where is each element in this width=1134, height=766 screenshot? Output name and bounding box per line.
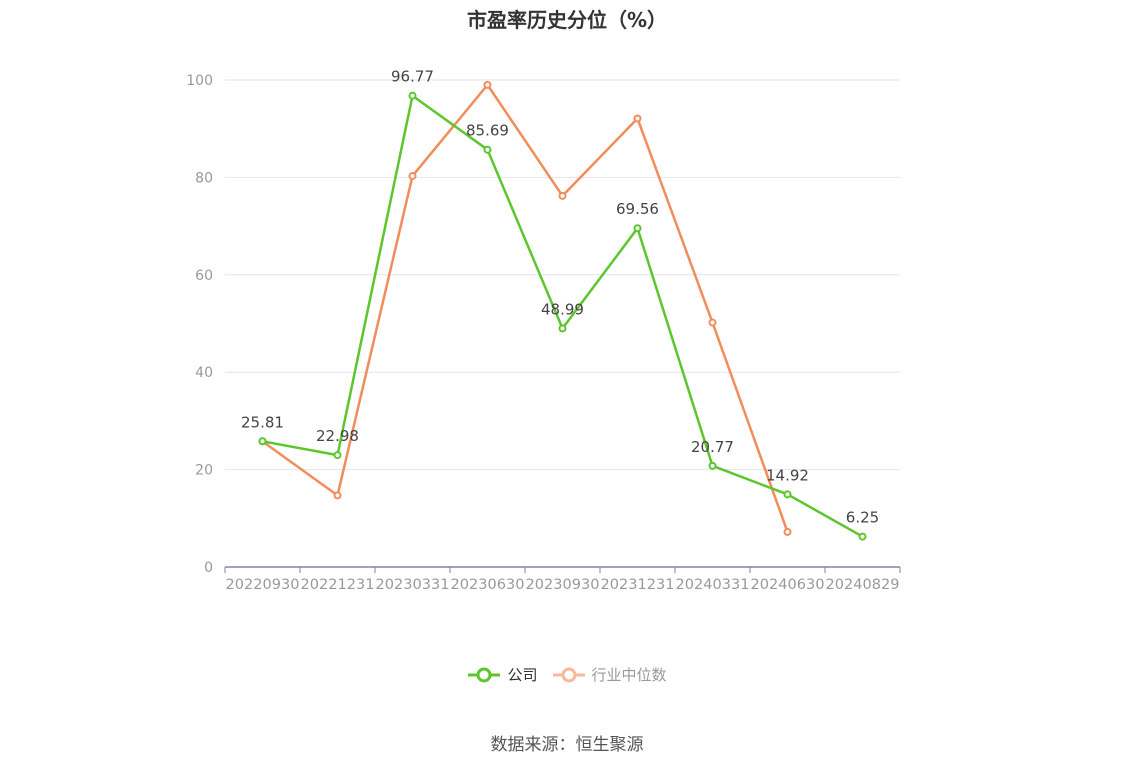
- data-point: [558, 324, 567, 333]
- x-tick-label: 20240829: [826, 577, 900, 593]
- series-line-1: [261, 83, 789, 533]
- legend-label-company: 公司: [507, 666, 538, 684]
- legend-marker-company: [468, 667, 501, 682]
- data-label: 6.25: [846, 509, 879, 527]
- data-label: 22.98: [316, 427, 359, 445]
- x-tick-label: 20220930: [226, 577, 300, 593]
- data-labels: 25.81 22.98 96.77 85.69 48.99 69.56 20.77 14.92…: [241, 68, 879, 527]
- y-tick-label: 60: [195, 268, 213, 284]
- data-point: [633, 114, 642, 123]
- y-tick-label: 100: [186, 73, 213, 89]
- chart-title: 市盈率历史分位（%）: [466, 8, 668, 32]
- legend: 公司 行业中位数: [0, 664, 1134, 685]
- legend-item-company[interactable]: 公司: [467, 664, 538, 685]
- legend-marker-industry-median: [552, 667, 585, 682]
- data-point: [408, 171, 417, 180]
- legend-item-industry-median[interactable]: 行业中位数: [552, 664, 667, 685]
- data-label: 48.99: [541, 300, 584, 318]
- data-point: [708, 318, 717, 327]
- data-point: [558, 191, 567, 200]
- y-tick-label: 80: [195, 170, 213, 186]
- x-tick-label: 20230630: [451, 577, 525, 593]
- data-label: 25.81: [241, 413, 284, 431]
- data-label: 85.69: [466, 122, 509, 140]
- x-tick-label: 20240331: [676, 577, 750, 593]
- data-point: [408, 91, 417, 100]
- y-tick-label: 20: [195, 463, 213, 479]
- data-point: [633, 224, 642, 233]
- data-point: [483, 80, 492, 89]
- data-point: [483, 145, 492, 154]
- data-point: [783, 490, 792, 499]
- grid-lines: [225, 79, 900, 471]
- x-tick-label: 20240630: [751, 577, 825, 593]
- data-label: 20.77: [691, 438, 734, 456]
- data-point: [783, 527, 792, 536]
- data-source: 数据来源：恒生聚源: [490, 735, 644, 755]
- data-label: 14.92: [766, 466, 809, 484]
- x-tick-label: 20230930: [526, 577, 600, 593]
- x-tick-label: 20221231: [301, 577, 375, 593]
- data-point: [858, 532, 867, 541]
- data-point: [258, 437, 267, 446]
- x-tick-label: 20231231: [601, 577, 675, 593]
- x-tick-label: 20230331: [376, 577, 450, 593]
- y-tick-label: 40: [195, 365, 213, 381]
- series: [258, 80, 867, 541]
- data-label: 96.77: [391, 68, 434, 86]
- data-label: 69.56: [616, 200, 659, 218]
- data-point: [333, 451, 342, 460]
- data-point: [333, 491, 342, 500]
- legend-label-industry-median: 行业中位数: [591, 666, 667, 684]
- y-tick-label: 0: [204, 560, 213, 576]
- data-point: [708, 461, 717, 470]
